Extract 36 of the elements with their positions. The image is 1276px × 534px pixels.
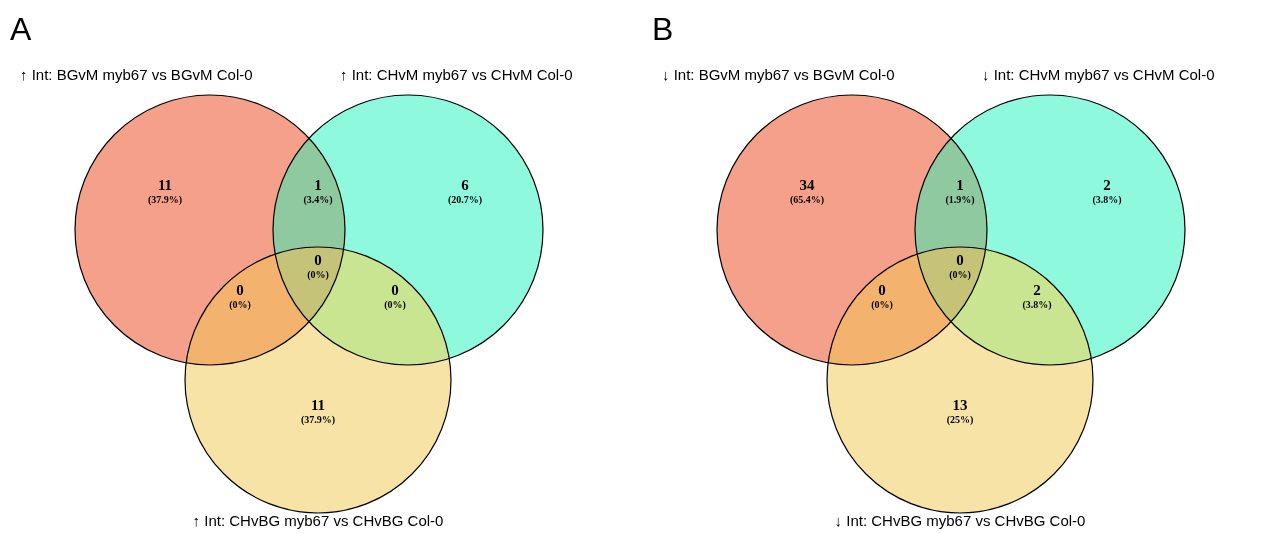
text: ↑ Int: CHvBG myb67 vs CHvBG Col-0 [192, 512, 444, 529]
category-label: (3.8%) [1022, 299, 1052, 311]
category-label: (0%) [871, 299, 893, 311]
data-label: 0 [236, 282, 244, 298]
data-label: 1 [314, 177, 322, 193]
category-label: (37.9%) [300, 414, 336, 426]
data-label: 0 [878, 282, 886, 298]
category-label: (20.7%) [447, 194, 483, 206]
category-label: (1.9%) [945, 194, 975, 206]
data-label: 13 [952, 397, 968, 413]
category-label: (3.8%) [1092, 194, 1122, 206]
data-label: 0 [314, 252, 322, 268]
category-label: (0%) [384, 299, 406, 311]
data-label: 34 [799, 177, 815, 193]
data-label: 11 [310, 397, 326, 413]
text: ↑ Int: BGvM myb67 vs BGvM Col-0 [20, 66, 253, 83]
category-label: (37.9%) [147, 194, 183, 206]
data-label: 0 [391, 282, 399, 298]
data-label: 1 [956, 177, 964, 193]
text: ↑ Int: CHvM myb67 vs CHvM Col-0 [340, 66, 573, 83]
text: A [10, 11, 32, 47]
text: B [652, 11, 674, 47]
text: ↓ Int: CHvM myb67 vs CHvM Col-0 [982, 66, 1215, 83]
text: ↓ Int: CHvBG myb67 vs CHvBG Col-0 [834, 512, 1086, 529]
category-label: (0%) [307, 269, 329, 281]
category-label: (0%) [949, 269, 971, 281]
data-label: 0 [956, 252, 964, 268]
text: ↓ Int: BGvM myb67 vs BGvM Col-0 [662, 66, 895, 83]
data-label: 11 [157, 177, 173, 193]
category-label: (65.4%) [789, 194, 825, 206]
data-label: 2 [1033, 282, 1041, 298]
category-label: (3.4%) [303, 194, 333, 206]
data-label: 2 [1103, 177, 1111, 193]
category-label: (0%) [229, 299, 251, 311]
data-label: 6 [461, 177, 470, 193]
category-label: (25%) [946, 414, 974, 426]
